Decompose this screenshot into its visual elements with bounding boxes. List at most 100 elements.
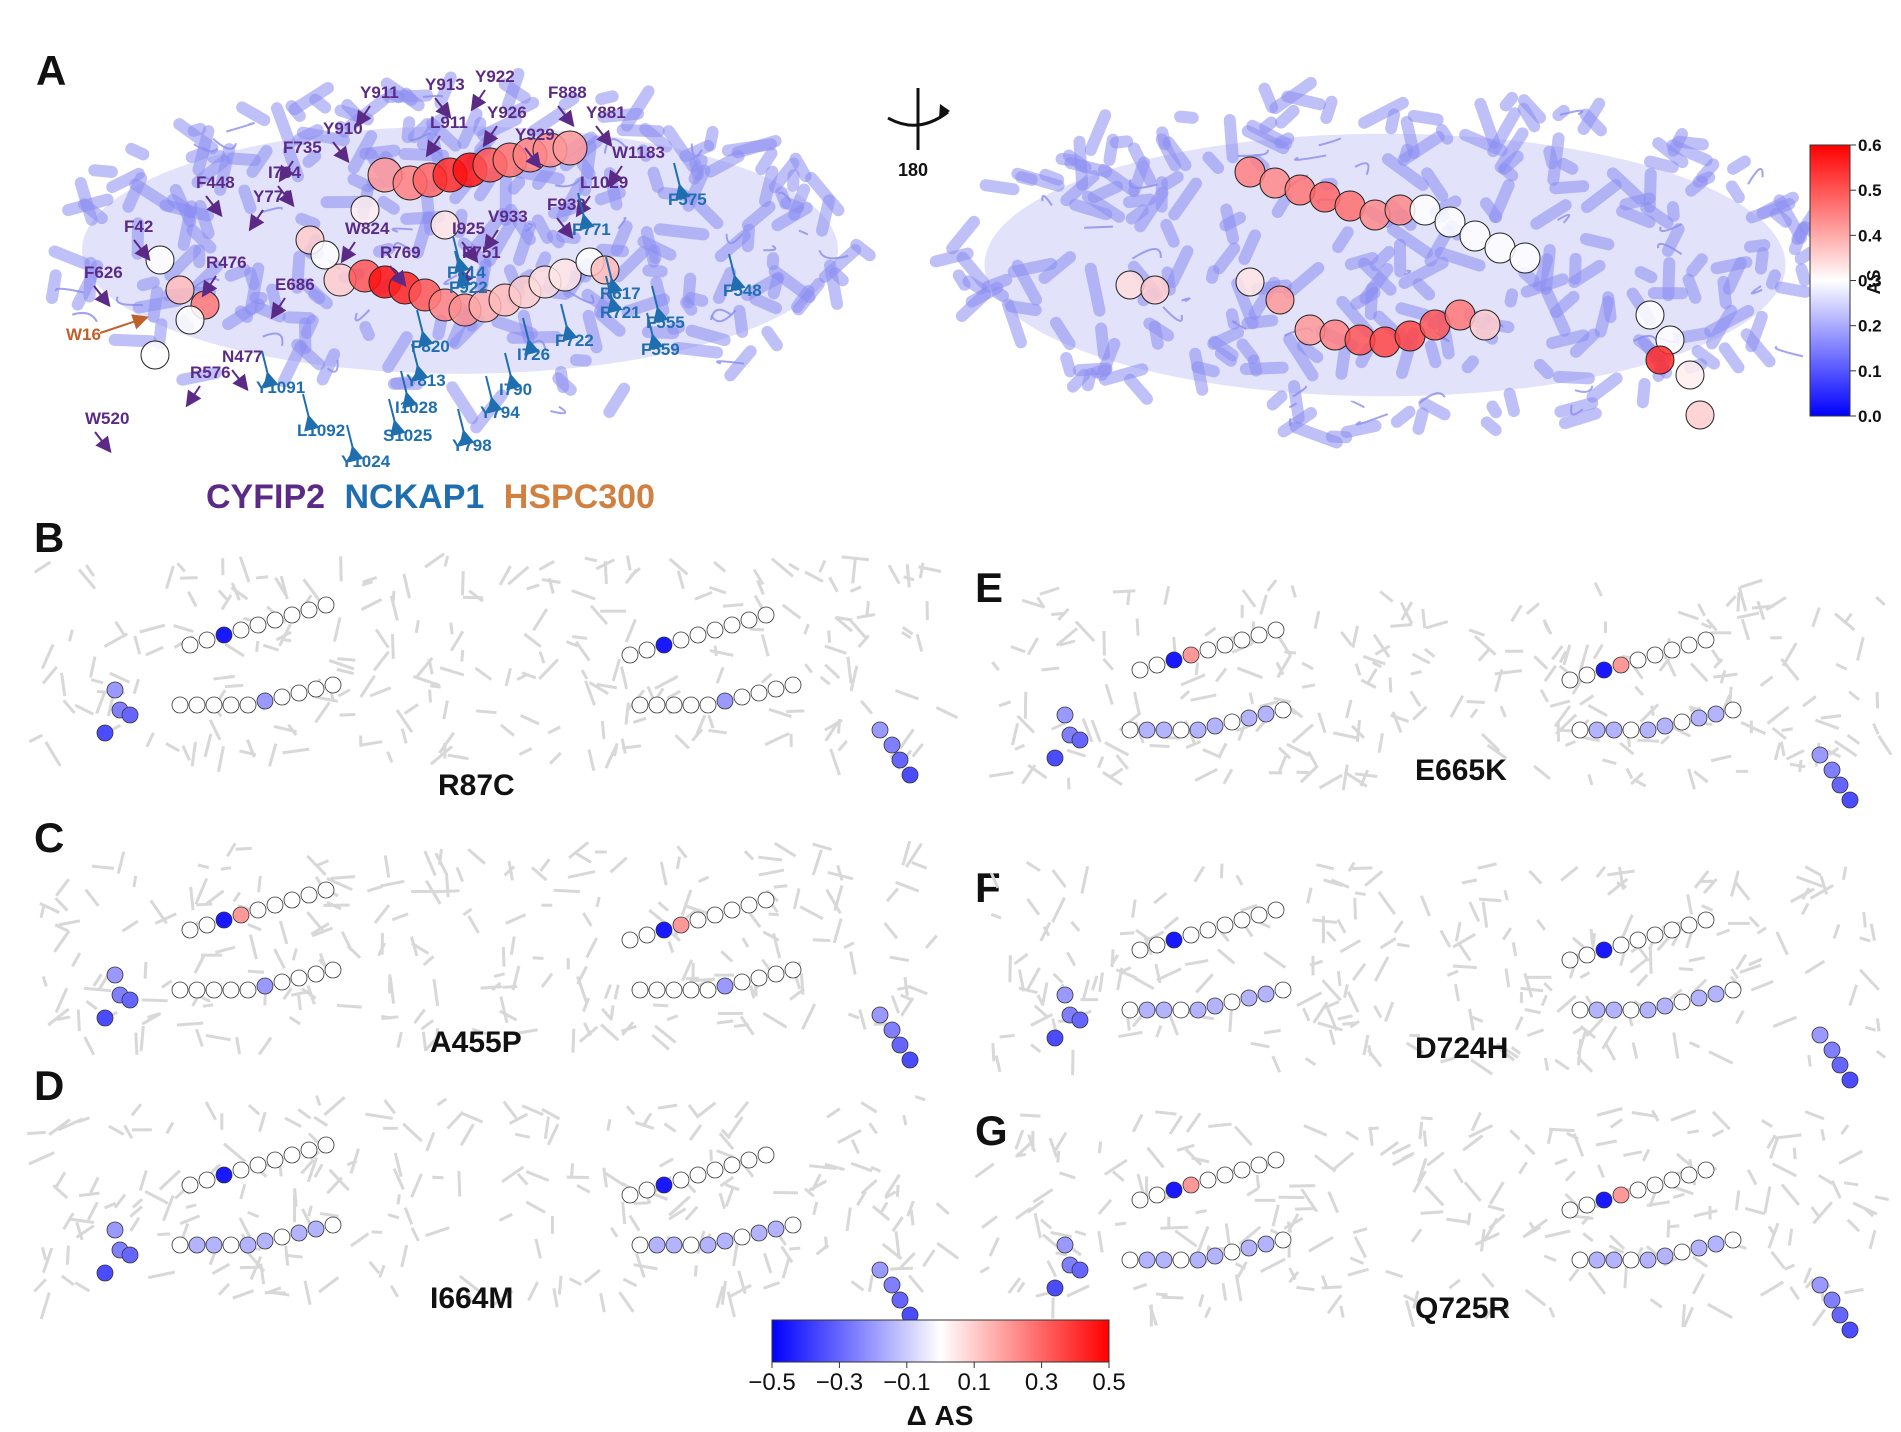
- faint-helix: [925, 601, 929, 621]
- delta-sphere: [648, 981, 666, 999]
- faint-helix: [905, 564, 911, 588]
- faint-helix: [158, 1169, 181, 1191]
- delta-sphere: [1257, 985, 1275, 1003]
- faint-helix: [144, 1189, 169, 1205]
- faint-helix: [1716, 928, 1731, 937]
- delta-sphere: [1257, 1235, 1275, 1253]
- faint-helix: [197, 863, 210, 870]
- residue-label-cyfip2: R576: [190, 363, 231, 382]
- delta-sphere: [1595, 661, 1613, 679]
- residue-label-nckap1: Y1091: [256, 378, 305, 397]
- faint-helix: [722, 602, 744, 608]
- faint-helix: [990, 872, 1000, 889]
- helix: [446, 381, 479, 425]
- delta-sphere: [723, 901, 741, 919]
- panel-letter-a: A: [36, 47, 66, 94]
- helix: [1727, 155, 1751, 175]
- residue-sphere: [1265, 285, 1295, 315]
- faint-helix: [1582, 1232, 1594, 1243]
- faint-helix: [1524, 1218, 1549, 1237]
- faint-helix: [894, 1231, 901, 1260]
- helix: [1558, 407, 1602, 430]
- faint-helix: [635, 1252, 646, 1278]
- delta-sphere: [1588, 721, 1606, 739]
- faint-helix: [1543, 981, 1553, 992]
- helix: [282, 311, 316, 325]
- faint-helix: [1487, 1204, 1505, 1212]
- faint-helix: [1198, 1294, 1205, 1308]
- faint-helix: [1136, 1173, 1146, 1199]
- faint-helix: [262, 643, 280, 652]
- faint-helix: [543, 1116, 550, 1139]
- faint-helix: [1466, 1212, 1472, 1226]
- faint-helix: [774, 842, 797, 858]
- faint-helix: [890, 995, 900, 1014]
- faint-helix: [387, 1213, 400, 1220]
- delta-sphere: [205, 696, 223, 714]
- faint-helix: [824, 1236, 829, 1249]
- delta-sphere: [1690, 989, 1708, 1007]
- faint-helix: [1820, 1129, 1826, 1141]
- faint-helix: [576, 975, 589, 1004]
- faint-helix: [659, 861, 668, 886]
- faint-helix: [1420, 1116, 1433, 1121]
- faint-helix: [668, 1195, 691, 1217]
- faint-helix: [849, 585, 862, 593]
- helix: [1586, 372, 1623, 403]
- helix: [1474, 97, 1501, 149]
- faint-helix: [667, 940, 675, 954]
- faint-helix: [1119, 931, 1135, 936]
- faint-helix: [28, 1151, 55, 1166]
- faint-helix: [467, 848, 486, 865]
- faint-helix: [689, 977, 716, 983]
- faint-helix: [1354, 891, 1366, 896]
- helix: [1350, 286, 1381, 310]
- faint-helix: [1564, 740, 1576, 747]
- faint-helix: [1026, 898, 1041, 916]
- faint-helix: [1368, 1126, 1379, 1131]
- faint-helix: [457, 1170, 462, 1197]
- faint-helix: [734, 1101, 750, 1119]
- faint-helix: [264, 1291, 286, 1295]
- helix: [1569, 328, 1600, 358]
- faint-helix: [1812, 1201, 1833, 1225]
- faint-helix: [1379, 590, 1394, 603]
- faint-helix: [365, 1112, 393, 1120]
- delta-sphere: [266, 1151, 284, 1169]
- faint-helix: [361, 580, 373, 587]
- faint-helix: [835, 615, 853, 622]
- loop: [1181, 297, 1191, 303]
- delta-sphere: [1172, 721, 1190, 739]
- faint-helix: [1031, 1130, 1035, 1150]
- helix: [955, 288, 992, 322]
- faint-helix: [584, 680, 596, 706]
- legend-hspc300: HSPC300: [504, 478, 655, 516]
- faint-helix: [1148, 1304, 1158, 1326]
- delta-sphere: [740, 611, 758, 629]
- rotation-label: 180: [898, 160, 928, 180]
- delta-sphere: [249, 616, 267, 634]
- faint-helix: [1208, 1122, 1232, 1128]
- delta-sphere: [1622, 1251, 1640, 1269]
- delta-sphere: [1131, 1191, 1149, 1209]
- faint-helix: [1800, 902, 1810, 916]
- faint-helix: [1194, 662, 1200, 676]
- faint-helix: [422, 955, 435, 966]
- faint-helix: [1804, 1278, 1815, 1289]
- helix: [554, 365, 570, 394]
- faint-helix: [297, 1108, 312, 1120]
- delta-sphere: [290, 969, 308, 987]
- helix: [222, 298, 265, 331]
- faint-helix: [490, 1289, 514, 1308]
- faint-helix: [217, 1282, 231, 1296]
- delta-sphere: [1046, 1029, 1064, 1047]
- faint-helix: [1834, 612, 1856, 632]
- faint-helix: [54, 897, 69, 912]
- faint-helix: [180, 576, 198, 580]
- faint-helix: [1202, 748, 1222, 759]
- delta-sphere: [706, 1161, 724, 1179]
- helix: [1662, 257, 1676, 302]
- delta-sphere: [901, 1051, 919, 1069]
- delta-sphere: [1216, 1166, 1234, 1184]
- faint-helix: [1219, 863, 1224, 879]
